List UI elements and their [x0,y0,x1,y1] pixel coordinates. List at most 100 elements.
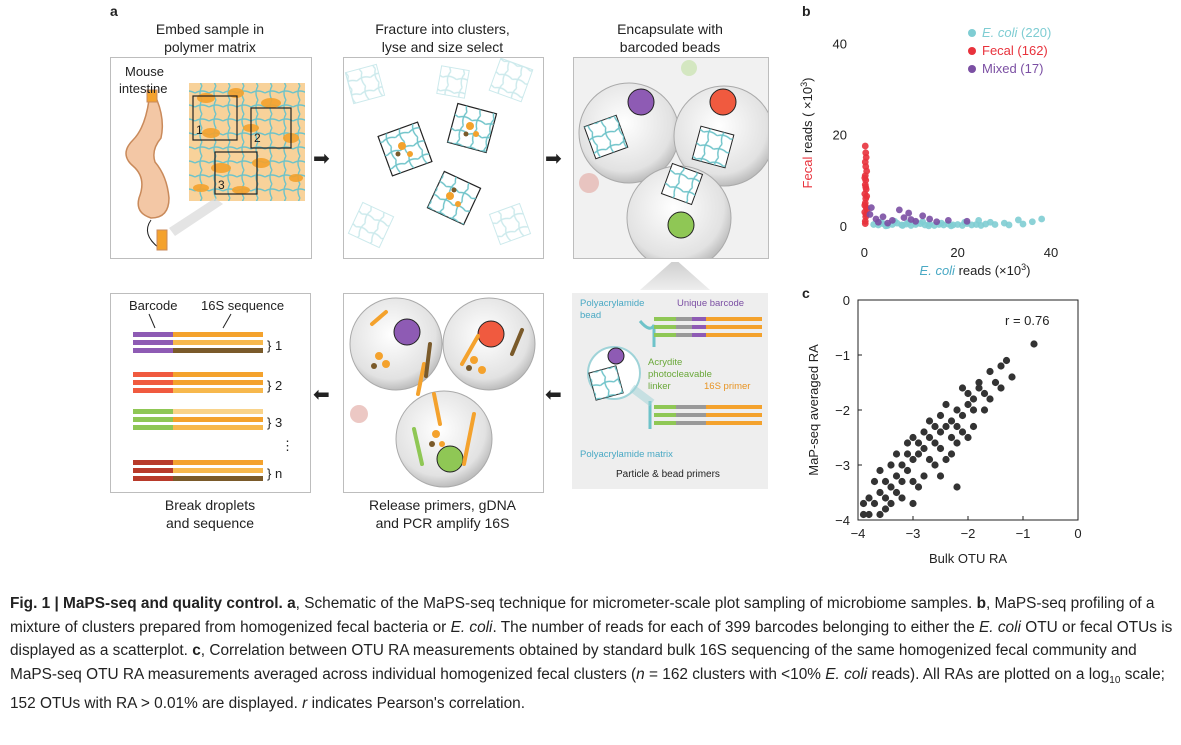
legend-label: Mixed (17) [982,61,1043,76]
caption-b-ecoli1: E. coli [450,618,493,636]
data-point [870,499,879,508]
data-point [1014,216,1022,224]
data-point [958,384,967,392]
x-tick-label: 0 [861,245,868,260]
legend-label: Fecal (162) [982,43,1048,58]
caption-c-text2: = 162 clusters with <10% [644,665,821,683]
legend-count: (220) [1017,25,1051,40]
data-point [892,472,901,480]
data-point [914,439,923,447]
group2-label: } 2 [267,378,282,393]
data-point [859,499,868,508]
pa-matrix-label: Polyacrylamide matrix [580,449,673,460]
data-point [865,494,873,502]
data-point [905,209,913,217]
release-box [343,293,544,493]
step-release-title: Release primers, gDNA and PCR amplify 16… [368,497,517,531]
read-group-2 [133,372,263,393]
data-point [887,483,895,491]
data-point [920,472,928,480]
data-point [953,406,961,414]
caption-c-text3: reads). All RAs are plotted on a log [871,665,1110,683]
embed-box: 1 2 3 Mouse intestine [110,57,312,259]
data-point [899,222,906,229]
legend-marker [968,47,976,55]
data-point [909,477,917,486]
ellipsis-label: ⋮ [281,438,294,453]
x-axis-label: Bulk OTU RA [929,551,1007,566]
data-point [887,499,895,508]
caption-c-text5: indicates Pearson's correlation. [311,695,525,713]
acrydite-label: Acrydite [648,357,682,368]
legend-series-name: Mixed [982,61,1017,76]
y-tick-label: −1 [835,348,850,363]
fracture-box [343,57,544,259]
x-tick-label: −4 [851,526,866,541]
data-point [942,455,950,464]
x-tick-label: −3 [906,526,921,541]
data-point [895,206,903,214]
data-point [958,428,967,436]
data-point [964,389,972,398]
data-point [1002,356,1011,365]
embed-illustration: 1 2 3 Mouse intestine [119,64,305,251]
data-point [953,422,961,431]
data-point [947,433,956,442]
data-point [986,395,994,403]
y-axis-label-part: reads ( ×10 [800,87,815,157]
caption-b-text3: OTU or fecal OTUs is displayed as a scat… [10,618,1173,660]
data-point [975,216,983,224]
data-point [958,411,967,420]
data-point [963,217,971,225]
data-point [980,406,989,414]
caption-c-ecoli: E. coli [825,665,868,683]
zoom-connector [640,262,710,290]
release-illustration [349,297,536,488]
data-point [903,439,912,447]
data-point [892,488,901,497]
x-tick-label: 20 [950,245,964,260]
data-point [884,219,892,227]
y-axis-label: Fecal reads ( ×103) [799,78,815,189]
panel-a-letter: a [110,3,118,19]
data-point [942,422,950,431]
box1-label: 1 [196,123,203,137]
data-point [925,222,933,230]
data-point [936,444,945,453]
bead-primer-lines [654,317,762,425]
data-point [909,499,917,508]
caption-b-ecoli2: E. coli [979,618,1021,636]
legend-marker [968,65,976,73]
caption-c-n: n [636,665,645,683]
legend-count: (162) [1014,43,1048,58]
data-point [876,510,884,519]
pb-primers-label: Particle & bead primers [616,469,720,480]
data-point [914,450,923,458]
data-point [964,433,972,442]
encapsulate-illustration [578,60,768,258]
y-axis-label-part: Fecal [800,157,815,189]
pa-bead2-label: bead [580,310,601,321]
y-tick-label: 0 [843,293,850,308]
data-point [903,450,912,458]
data-point [931,439,939,447]
x-tick-label: −1 [1016,526,1031,541]
x-axis-label-part: reads (×10 [955,263,1021,278]
box3-label: 3 [218,178,225,192]
data-point [1030,340,1038,348]
data-point [865,510,873,519]
data-point [919,218,927,226]
data-point [881,494,890,502]
group1-label: } 1 [267,338,282,353]
caption-c-text1: , Correlation between OTU RA measurement… [10,642,1137,683]
figure-caption: Fig. 1 | MaPS-seq and quality control. a… [10,592,1175,716]
mouse-label: Mouse [125,64,164,79]
data-point [947,450,956,458]
data-point [867,204,875,212]
photocleavable-label: photocleavable [648,369,712,380]
step-embed-title: Embed sample in polymer matrix [155,21,265,55]
data-point [1008,373,1016,381]
data-point [947,222,955,230]
linker-label: linker [648,381,671,392]
caption-b-label: b [976,595,986,612]
